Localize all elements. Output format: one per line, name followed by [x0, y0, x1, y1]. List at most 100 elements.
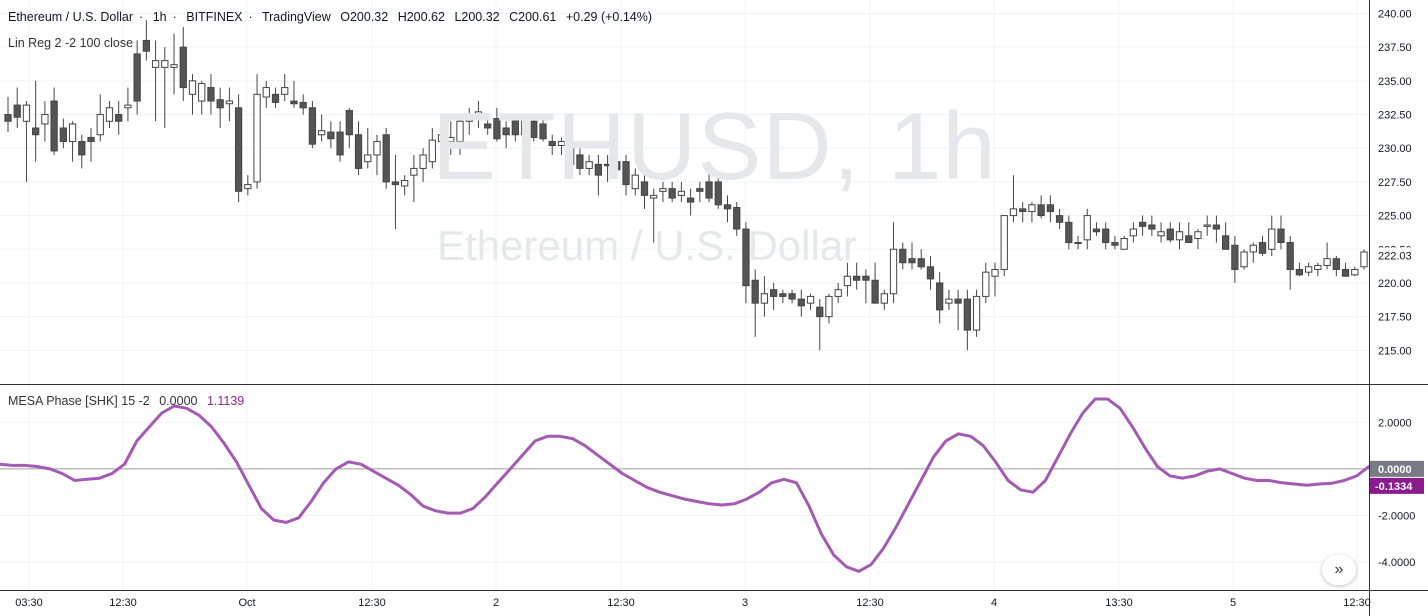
candle — [1175, 222, 1184, 250]
grid-lines — [0, 0, 1369, 590]
scroll-to-realtime-button[interactable]: » — [1322, 555, 1356, 585]
candle-body-up — [447, 136, 455, 142]
candle-body-up — [834, 289, 842, 297]
candle-body-up — [557, 140, 566, 147]
candle-body-down — [179, 46, 187, 89]
candle — [1055, 208, 1064, 230]
candle — [659, 181, 667, 203]
candle — [1194, 229, 1202, 250]
candle-body-down — [511, 118, 519, 136]
candle-body-down — [32, 127, 40, 136]
candle — [1286, 235, 1294, 290]
candle — [723, 195, 732, 223]
main-legend[interactable]: Ethereum / U.S. Dollar · 1h · BITFINEX · Tr… — [8, 10, 658, 24]
candle — [502, 121, 510, 149]
candle — [945, 289, 953, 310]
oscillator-legend[interactable]: MESA Phase [SHK] 15 -2 0.0000 1.1139 — [8, 394, 250, 408]
oscillator-tick-label: 2.0000 — [1378, 417, 1412, 429]
candle — [317, 114, 326, 142]
price-tick-label: 227.50 — [1378, 177, 1412, 189]
candle — [1083, 208, 1091, 250]
candle-body-up — [244, 184, 252, 190]
close-value: C200.61 — [509, 10, 557, 24]
candle-body-down — [668, 188, 676, 199]
candle — [1166, 222, 1174, 243]
candle — [1332, 256, 1340, 277]
candle-body-up — [41, 114, 49, 125]
oscillator-pane — [0, 397, 1371, 573]
candle-body-up — [659, 188, 667, 192]
candle-body-up — [124, 104, 132, 109]
candle — [68, 121, 77, 162]
candle-body-down — [917, 258, 925, 268]
source-label: TradingView — [261, 10, 331, 24]
candle-body-down — [530, 120, 538, 138]
separator-dot: · — [172, 10, 177, 24]
last-price-label: 222.03 — [1378, 251, 1412, 263]
candle — [714, 175, 722, 209]
candle — [613, 154, 621, 176]
candle — [788, 289, 796, 304]
candle — [1240, 249, 1248, 270]
candle-body-up — [105, 107, 114, 122]
candle — [733, 202, 741, 236]
candle-body-up — [1240, 251, 1248, 268]
candle — [917, 249, 925, 270]
candle — [151, 40, 160, 122]
price-tick-label: 235.00 — [1378, 76, 1412, 88]
exchange-label: BITFINEX — [186, 10, 243, 24]
candle-body-down — [308, 107, 317, 145]
candle-body-up — [262, 87, 270, 98]
candle-body-down — [779, 293, 787, 297]
candle-body-up — [806, 295, 815, 304]
candle-body-down — [142, 39, 151, 52]
candle-body-up — [1305, 266, 1313, 273]
candle — [198, 80, 206, 115]
candle-body-down — [686, 197, 695, 203]
candle — [41, 101, 49, 142]
candle-body-down — [216, 99, 224, 109]
time-tick-label: 12:30 — [358, 597, 386, 609]
candle-body-down — [816, 306, 824, 318]
candle-body-up — [1268, 228, 1276, 250]
candle-body-up — [945, 298, 953, 304]
candle — [4, 97, 12, 133]
candle-body-down — [926, 266, 935, 280]
candle — [972, 289, 981, 337]
candle — [133, 40, 141, 115]
candle-body-down — [576, 154, 584, 169]
candle — [936, 272, 944, 324]
candle-body-up — [428, 139, 436, 163]
candle-body-down — [1055, 215, 1064, 223]
candle-body-down — [1092, 228, 1101, 233]
candle-body-down — [769, 289, 778, 297]
last-price-badge — [1370, 247, 1428, 264]
current-value-badge — [1370, 477, 1424, 494]
candle-body-down — [484, 123, 492, 129]
candle-body-down — [751, 279, 759, 304]
candle-body-up — [1249, 244, 1257, 253]
candle — [1065, 215, 1073, 250]
price-tick-label: 220.00 — [1378, 278, 1412, 290]
candle — [225, 87, 234, 122]
candle — [1074, 235, 1082, 250]
candle — [161, 47, 169, 128]
candle — [1258, 235, 1267, 256]
time-tick-label: 3 — [742, 597, 748, 609]
candle-body-down — [714, 181, 722, 206]
candle — [705, 168, 713, 203]
candle-body-down — [1138, 221, 1147, 227]
candle-body-up — [161, 60, 169, 68]
candle — [428, 128, 436, 169]
candle — [576, 148, 584, 176]
candle — [234, 94, 243, 203]
interval-label: 1h — [152, 10, 167, 24]
candle — [1129, 222, 1138, 243]
candle — [1323, 242, 1331, 270]
candle — [1157, 222, 1165, 243]
price-tick-label: 240.00 — [1378, 8, 1412, 20]
linreg-legend[interactable]: Lin Reg 2 -2 100 close — [8, 36, 139, 50]
candle-body-up — [1000, 215, 1008, 270]
candle — [327, 121, 335, 149]
